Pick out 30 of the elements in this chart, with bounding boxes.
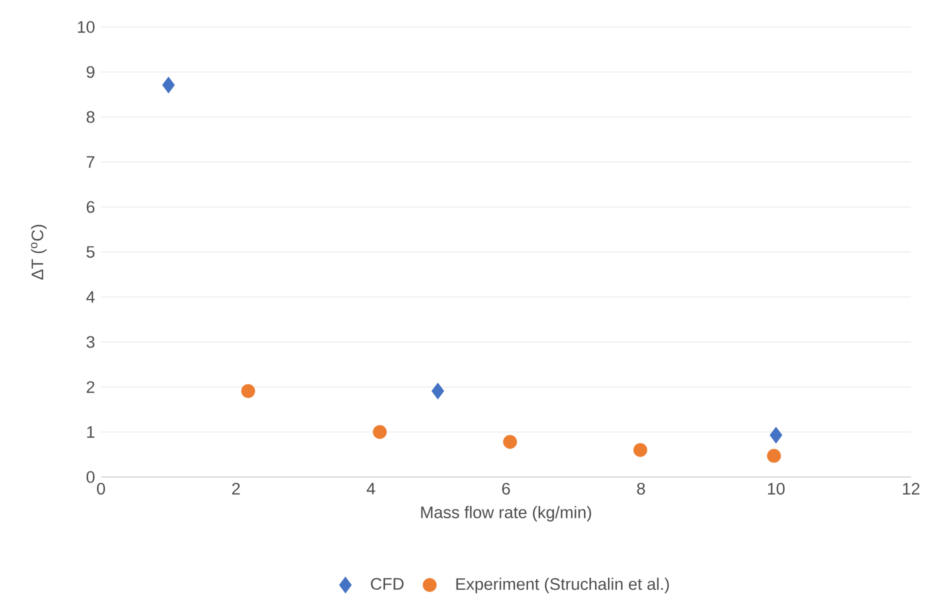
point [241, 384, 256, 398]
y-tick-label: 2 [86, 381, 94, 393]
x-axis-title: Mass flow rate (kg/min) [421, 506, 592, 522]
point [770, 426, 782, 444]
point [432, 382, 444, 400]
x-tick-label: 6 [502, 482, 510, 495]
y-tick-label: 0 [86, 471, 95, 483]
x-tick-label: 0 [97, 482, 105, 495]
legend-label: Experiment (Struchalin et al.) [456, 578, 669, 594]
x-tick-label: 8 [637, 482, 645, 495]
legend-label: CFD [370, 578, 404, 590]
x-tick-label: 4 [366, 482, 376, 494]
point [633, 443, 648, 457]
y-tick-label: 9 [86, 66, 94, 78]
y-tick-label: 5 [86, 246, 94, 258]
y-tick-label: 6 [86, 201, 94, 213]
x-tick-label: 12 [903, 482, 920, 494]
point [372, 425, 387, 439]
point [503, 434, 517, 449]
y-axis-title: ΔT ($^{o}$C) [31, 224, 47, 280]
y-tick-label: 7 [86, 156, 94, 168]
x-tick-label: 10 [768, 482, 785, 495]
x-tick-label: 2 [232, 482, 240, 494]
y-tick-label: 1 [87, 426, 94, 438]
point [162, 76, 175, 94]
y-tick-label: 4 [86, 291, 95, 303]
y-tick-label: 3 [86, 336, 94, 348]
y-tick-label: 10 [78, 21, 95, 33]
y-tick-label: 8 [86, 111, 94, 123]
point [767, 448, 781, 463]
